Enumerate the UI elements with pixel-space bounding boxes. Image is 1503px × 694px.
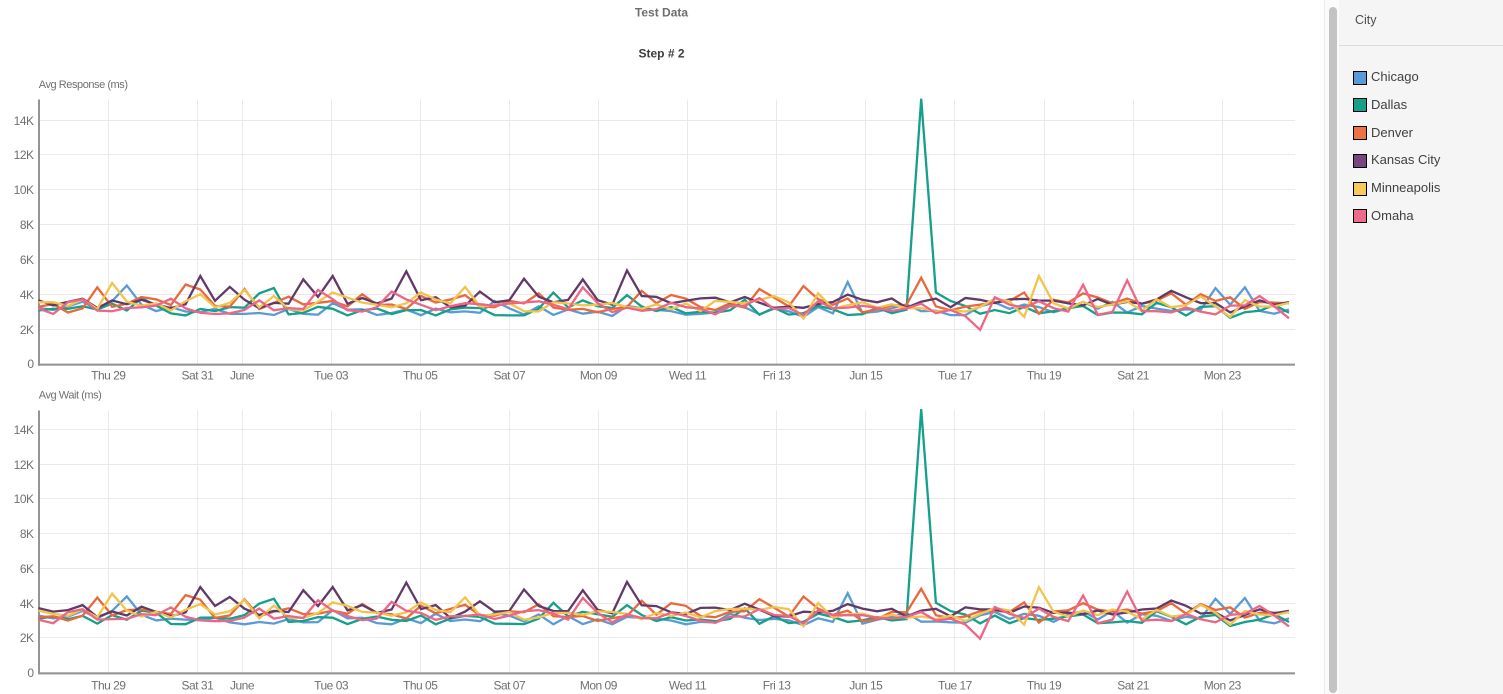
svg-text:Wed 11: Wed 11 [669,369,707,383]
svg-text:Mon 09: Mon 09 [580,679,618,693]
svg-text:Step # 2: Step # 2 [638,47,684,61]
svg-text:June: June [230,369,255,383]
svg-text:Mon 23: Mon 23 [1204,369,1242,383]
svg-text:Fri 13: Fri 13 [763,369,792,383]
svg-text:2K: 2K [20,631,34,645]
svg-text:4K: 4K [20,597,34,611]
svg-text:June: June [230,679,255,693]
svg-text:Tue 03: Tue 03 [314,369,349,383]
svg-text:Thu 05: Thu 05 [403,679,438,693]
svg-text:Avg Response (ms): Avg Response (ms) [39,79,128,91]
svg-text:Sat 07: Sat 07 [493,679,526,693]
svg-text:Sat 07: Sat 07 [493,369,526,383]
svg-text:12K: 12K [14,458,34,472]
svg-text:Jun 15: Jun 15 [849,369,883,383]
svg-text:Tue 17: Tue 17 [938,369,973,383]
svg-text:Avg Wait (ms): Avg Wait (ms) [39,390,102,402]
svg-text:Sat 21: Sat 21 [1117,679,1150,693]
svg-text:Tue 17: Tue 17 [938,679,973,693]
svg-text:Thu 29: Thu 29 [91,679,126,693]
svg-text:0: 0 [27,666,34,680]
svg-text:Jun 15: Jun 15 [849,679,883,693]
svg-text:Thu 05: Thu 05 [403,369,438,383]
svg-text:Sat 21: Sat 21 [1117,369,1150,383]
svg-text:Sat 31: Sat 31 [182,369,215,383]
svg-text:Fri 13: Fri 13 [763,679,792,693]
svg-text:Thu 19: Thu 19 [1027,369,1062,383]
svg-text:Tue 03: Tue 03 [314,679,349,693]
svg-text:6K: 6K [20,253,34,267]
svg-text:Wed 11: Wed 11 [669,679,707,693]
svg-text:0: 0 [27,357,34,371]
svg-text:Test Data: Test Data [635,6,688,20]
svg-text:Thu 29: Thu 29 [91,369,126,383]
svg-text:4K: 4K [20,288,34,302]
svg-text:Thu 19: Thu 19 [1027,679,1062,693]
svg-text:10K: 10K [14,183,34,197]
svg-text:14K: 14K [14,423,34,437]
svg-text:6K: 6K [20,562,34,576]
svg-text:10K: 10K [14,492,34,506]
svg-text:8K: 8K [20,527,34,541]
svg-text:12K: 12K [14,148,34,162]
svg-text:8K: 8K [20,218,34,232]
svg-text:Sat 31: Sat 31 [182,679,215,693]
svg-text:14K: 14K [14,114,34,128]
svg-text:2K: 2K [20,323,34,337]
svg-text:Mon 23: Mon 23 [1204,679,1242,693]
svg-text:Mon 09: Mon 09 [580,369,618,383]
